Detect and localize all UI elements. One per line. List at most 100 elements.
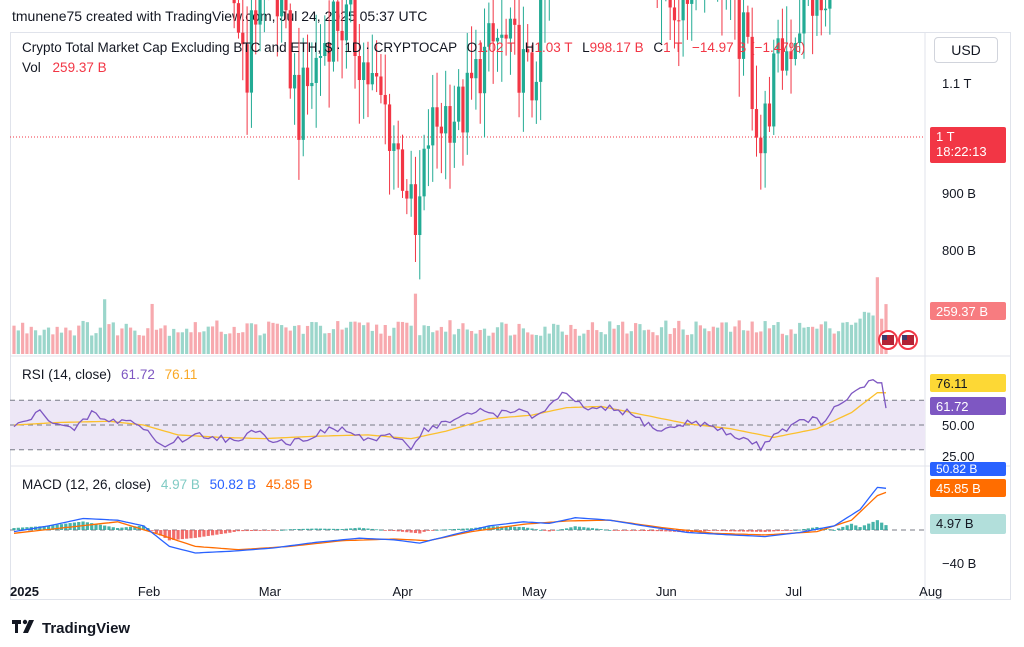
candle-body: [232, 0, 236, 4]
macd-histogram-bar: [94, 523, 98, 530]
volume-bar: [318, 325, 323, 354]
candle-body: [793, 43, 797, 60]
candle-body: [310, 82, 314, 87]
volume-bar: [396, 321, 400, 354]
candle-body: [258, 0, 262, 25]
volume-bar: [25, 333, 29, 354]
macd-label[interactable]: MACD (12, 26, close): [22, 477, 152, 492]
volume-bar: [517, 323, 521, 354]
macd-histogram-bar: [275, 530, 279, 531]
volume-bar: [482, 328, 487, 354]
macd-histogram-bar: [728, 530, 733, 532]
macd-histogram-bar: [336, 528, 340, 530]
macd-histogram-bar: [141, 525, 146, 530]
volume-bar: [655, 335, 659, 354]
macd-histogram-bar: [288, 529, 292, 531]
volume-bar: [659, 327, 664, 354]
volume-bar: [154, 329, 159, 354]
x-tick-label: 2025: [10, 584, 39, 599]
macd-histogram-bar: [133, 526, 137, 530]
volume-bar: [608, 321, 612, 354]
macd-histogram-bar: [646, 530, 651, 532]
macd-legend: MACD (12, 26, close) 4.97 B 50.82 B 45.8…: [22, 477, 312, 492]
macd-histogram-bar: [223, 530, 228, 534]
macd-histogram-bar: [98, 524, 102, 530]
candle-body: [811, 0, 815, 16]
macd-histogram-bar: [210, 530, 215, 536]
volume-bar: [634, 323, 638, 354]
volume-bar: [271, 322, 275, 354]
price-tick-label: 1.1 T: [942, 76, 971, 91]
macd-histogram-bar: [185, 530, 189, 539]
volume-bar: [832, 333, 836, 354]
volume-bar: [836, 331, 841, 354]
symbol-title[interactable]: Crypto Total Market Cap Excluding BTC an…: [22, 40, 457, 55]
volume-bar: [314, 322, 318, 354]
candle-body: [668, 0, 672, 8]
macd-histogram-bar: [405, 530, 409, 533]
x-tick-label: Jun: [656, 584, 677, 599]
macd-histogram-bar: [849, 523, 854, 530]
macd-histogram-bar: [353, 528, 357, 530]
macd-signal-value: 45.85 B: [265, 477, 313, 492]
candle-body: [737, 0, 741, 59]
macd-histogram-bar: [85, 522, 89, 530]
flag-stripes: [882, 335, 894, 345]
currency-button[interactable]: USD: [934, 37, 998, 63]
macd-histogram-bar: [154, 530, 159, 534]
macd-histogram-bar: [435, 529, 439, 531]
macd-histogram-bar: [198, 530, 202, 538]
macd-histogram-bar: [616, 530, 620, 531]
volume-bar: [392, 327, 396, 354]
macd-histogram-bar: [55, 524, 59, 530]
macd-histogram-bar: [344, 528, 348, 530]
last-price-tag: 1 T 18:22:13: [930, 127, 1006, 163]
rsi-tag: 61.72: [930, 397, 1006, 415]
volume-bar: [828, 328, 832, 354]
candle-body: [387, 104, 392, 151]
volume-bar: [586, 329, 590, 354]
bar-countdown: 18:22:13: [936, 144, 987, 159]
candle-body: [465, 72, 469, 133]
rsi-line: [13, 378, 887, 452]
macd-histogram-bar: [107, 526, 111, 530]
volume-bar: [120, 328, 124, 354]
macd-histogram-bar: [534, 529, 538, 531]
axes: 2025 Feb Mar Apr May Jun Jul Aug 1.1 T 900 B 800 B: [10, 76, 976, 599]
volume-bar: [232, 326, 236, 354]
macd-histogram-bar: [258, 530, 262, 531]
main-legend: Crypto Total Market Cap Excluding BTC an…: [22, 40, 805, 55]
rsi-ma-tag: 76.11: [930, 374, 1006, 392]
volume-label[interactable]: Vol: [22, 60, 41, 75]
macd-histogram-bar: [759, 530, 763, 532]
volume-bar: [29, 326, 33, 354]
volume-bar: [189, 332, 193, 354]
macd-histogram-bar: [754, 530, 759, 532]
macd-histogram-bar: [331, 528, 336, 530]
volume-bar: [163, 325, 167, 354]
open-label: O: [466, 40, 478, 55]
candle-body: [457, 86, 461, 122]
volume-bar: [875, 277, 879, 354]
macd-histogram-bar: [724, 530, 728, 532]
macd-histogram-bar: [543, 530, 547, 531]
volume-bar: [664, 320, 668, 354]
candle-body: [413, 184, 418, 235]
tradingview-brand[interactable]: TradingView: [12, 618, 130, 638]
macd-histogram-bar: [12, 528, 16, 530]
macd-histogram-bar: [232, 530, 236, 532]
volume-bar: [564, 334, 569, 354]
volume-bar: [547, 333, 551, 354]
rsi-label[interactable]: RSI (14, close): [22, 367, 112, 382]
volume-bar: [254, 324, 258, 354]
volume-bar: [267, 321, 271, 354]
volume-bar: [556, 324, 560, 354]
macd-histogram-bar: [832, 530, 836, 531]
macd-histogram-bar: [737, 530, 741, 532]
volume-bar: [77, 325, 81, 354]
last-price-value: 1 T: [936, 129, 955, 144]
macd-histogram-bar: [418, 530, 422, 534]
volume-bar: [720, 322, 724, 354]
rsi-tick-label: 50.00: [942, 418, 975, 433]
